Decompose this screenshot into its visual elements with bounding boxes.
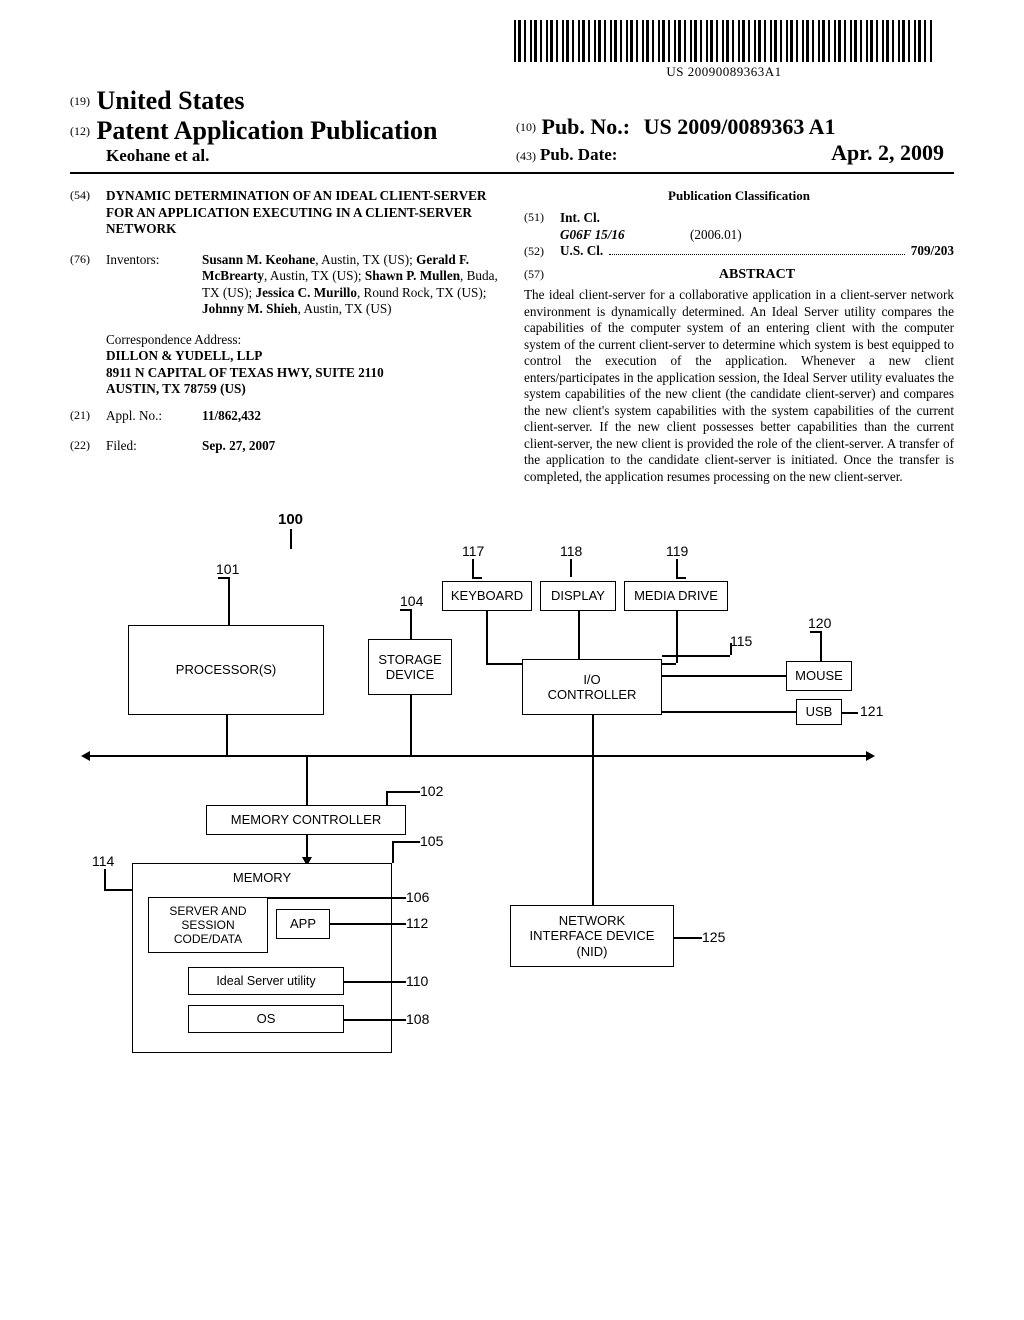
header-authors: Keohane et al.	[70, 146, 508, 166]
field-inventors: (76) Inventors: Susann M. Keohane, Austi…	[70, 252, 500, 318]
system-bus	[88, 755, 868, 757]
box-ideal-server: Ideal Server utility	[188, 967, 344, 995]
ref-108: 108	[406, 1011, 429, 1027]
barcode-block: US 20090089363A1	[514, 20, 934, 80]
ref-114: 114	[92, 853, 114, 869]
header-rule	[70, 172, 954, 174]
abstract-body: The ideal client-server for a collaborat…	[524, 287, 954, 485]
ref-105: 105	[420, 833, 443, 849]
ref-104: 104	[400, 593, 423, 609]
ref-100: 100	[278, 511, 303, 528]
box-processor: PROCESSOR(S)	[128, 625, 324, 715]
correspondence-block: Correspondence Address: DILLON & YUDELL,…	[106, 332, 500, 398]
field-intcl: (51) Int. Cl. G06F 15/16 (2006.01)	[524, 210, 954, 243]
right-column: Publication Classification (51) Int. Cl.…	[524, 188, 954, 485]
ref-121: 121	[860, 703, 883, 719]
ref-102: 102	[420, 783, 443, 799]
box-usb: USB	[796, 699, 842, 725]
field-uscl: (52) U.S. Cl. 709/203	[524, 243, 954, 260]
field-title: (54) DYNAMIC DETERMINATION OF AN IDEAL C…	[70, 188, 500, 238]
header-country-line: (19) United States	[70, 86, 508, 116]
ref-112: 112	[406, 915, 428, 931]
header-pubtype-line: (12) Patent Application Publication	[70, 116, 508, 146]
pub-no-line: (10) Pub. No.: US 2009/0089363 A1	[516, 114, 954, 140]
pubclass-title: Publication Classification	[524, 188, 954, 204]
ref-118: 118	[560, 543, 582, 559]
body-columns: (54) DYNAMIC DETERMINATION OF AN IDEAL C…	[70, 188, 954, 485]
header: (19) United States (12) Patent Applicati…	[70, 86, 954, 166]
ref-115: 115	[730, 633, 752, 649]
box-media: MEDIA DRIVE	[624, 581, 728, 611]
pub-date-line: (43) Pub. Date: Apr. 2, 2009	[516, 140, 954, 166]
box-display: DISPLAY	[540, 581, 616, 611]
box-app: APP	[276, 909, 330, 939]
box-os: OS	[188, 1005, 344, 1033]
box-session: SERVER AND SESSION CODE/DATA	[148, 897, 268, 953]
box-memory-controller: MEMORY CONTROLLER	[206, 805, 406, 835]
box-nid: NETWORK INTERFACE DEVICE (NID)	[510, 905, 674, 967]
ref-110: 110	[406, 973, 428, 989]
field-applno: (21) Appl. No.: 11/862,432	[70, 408, 500, 425]
box-keyboard: KEYBOARD	[442, 581, 532, 611]
barcode-icon	[514, 20, 934, 62]
box-iocontroller: I/O CONTROLLER	[522, 659, 662, 715]
ref-119: 119	[666, 543, 688, 559]
barcode-text: US 20090089363A1	[514, 64, 934, 80]
ref-106: 106	[406, 889, 429, 905]
ref-120: 120	[808, 615, 831, 631]
box-storage: STORAGE DEVICE	[368, 639, 452, 695]
ref-101: 101	[216, 561, 239, 577]
patent-page: US 20090089363A1 (19) United States (12)…	[0, 0, 1024, 1115]
ref-117: 117	[462, 543, 484, 559]
abstract-header: (57) ABSTRACT	[524, 260, 954, 288]
field-filed: (22) Filed: Sep. 27, 2007	[70, 438, 500, 455]
figure-100: 100 117 118 119 KEYBOARD DISPLAY MEDIA D…	[70, 515, 954, 1075]
inventors-list: Susann M. Keohane, Austin, TX (US); Gera…	[202, 252, 500, 318]
ref-125: 125	[702, 929, 725, 945]
left-column: (54) DYNAMIC DETERMINATION OF AN IDEAL C…	[70, 188, 500, 485]
box-mouse: MOUSE	[786, 661, 852, 691]
